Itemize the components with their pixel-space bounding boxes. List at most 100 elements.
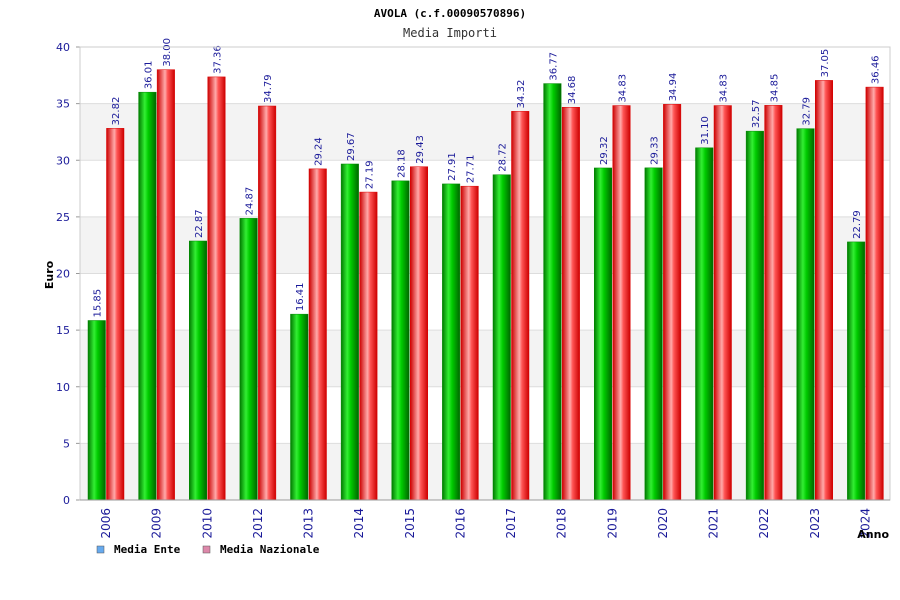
x-tick-label: 2014 — [352, 508, 366, 539]
bar-media-nazionale-2006 — [106, 128, 125, 501]
data-label: 34.32 — [516, 80, 527, 109]
data-label: 34.85 — [769, 74, 780, 103]
data-label: 38.00 — [162, 38, 173, 67]
data-label: 31.10 — [700, 116, 711, 145]
y-tick-label: 30 — [56, 154, 70, 167]
bar-media-ente-2014 — [340, 163, 359, 501]
x-tick-label: 2018 — [555, 508, 569, 539]
bar-media-nazionale-2023 — [815, 80, 833, 501]
data-label: 34.79 — [263, 74, 274, 103]
data-label: 36.46 — [871, 55, 882, 84]
x-tick-label: 2015 — [403, 508, 417, 539]
data-label: 37.36 — [213, 45, 224, 74]
bar-media-nazionale-2014 — [359, 191, 378, 501]
y-tick-label: 25 — [56, 211, 70, 224]
x-tick-label: 2021 — [707, 508, 721, 539]
y-tick-label: 10 — [56, 381, 70, 394]
data-label: 24.87 — [245, 187, 256, 216]
legend-label-media-nazionale: Media Nazionale — [220, 543, 320, 556]
data-label: 22.79 — [852, 210, 863, 239]
data-label: 29.24 — [314, 137, 325, 166]
bar-media-nazionale-2021 — [713, 105, 732, 501]
bar-media-ente-2015 — [391, 180, 410, 501]
bar-media-nazionale-2017 — [511, 111, 530, 501]
x-axis: 2006 2009 2010 2012 2013 2014 2015 2016 2017 2018… — [80, 499, 890, 539]
bar-media-ente-2017 — [492, 174, 511, 501]
x-tick-label: 2022 — [757, 508, 771, 539]
data-label: 28.72 — [498, 143, 509, 172]
bar-media-ente-2019 — [594, 167, 612, 501]
bar-media-nazionale-2010 — [207, 76, 226, 501]
data-label: 34.83 — [719, 74, 730, 103]
y-tick-label: 40 — [56, 41, 70, 54]
chart-subtitle: Media Importi — [403, 26, 497, 40]
data-label: 29.67 — [346, 132, 357, 161]
y-tick-label: 15 — [56, 324, 70, 337]
data-label: 28.18 — [397, 149, 408, 178]
data-label: 22.87 — [194, 209, 205, 238]
data-label: 29.32 — [599, 136, 610, 165]
bar-media-ente-2018 — [543, 83, 562, 501]
y-tick-label: 5 — [63, 437, 70, 450]
bar-media-ente-2024 — [847, 241, 866, 501]
x-tick-label: 2020 — [656, 508, 670, 539]
data-label: 34.83 — [618, 74, 629, 103]
data-label: 34.68 — [567, 76, 578, 105]
bars-group: 15.85 32.82 36.01 38.00 22.87 37.36 24.87 34.79… — [87, 38, 884, 501]
bar-media-nazionale-2016 — [460, 185, 479, 501]
bar-media-ente-2022 — [745, 130, 764, 501]
data-label: 27.91 — [447, 152, 458, 181]
data-label: 32.57 — [751, 100, 762, 129]
y-tick-label: 0 — [63, 494, 70, 507]
data-label: 27.71 — [466, 155, 477, 184]
x-tick-label: 2006 — [99, 508, 113, 539]
bar-media-nazionale-2013 — [308, 168, 327, 501]
bar-media-nazionale-2022 — [764, 105, 783, 501]
y-tick-label: 20 — [56, 268, 70, 281]
bar-media-ente-2020 — [644, 167, 663, 501]
data-label: 16.41 — [295, 283, 306, 312]
data-label: 34.94 — [668, 73, 679, 102]
legend-swatch-media-nazionale — [202, 545, 211, 554]
bar-media-ente-2021 — [695, 147, 714, 501]
legend: Media Ente Media Nazionale — [96, 543, 320, 556]
data-label: 15.85 — [93, 289, 104, 318]
bar-media-nazionale-2015 — [410, 166, 428, 501]
bar-media-ente-2010 — [189, 240, 207, 501]
bar-media-nazionale-2012 — [258, 105, 277, 501]
data-label: 36.01 — [143, 61, 154, 90]
data-label: 29.33 — [650, 136, 661, 165]
chart-title: AVOLA (c.f.00090570896) — [374, 7, 526, 20]
bar-media-ente-2016 — [442, 183, 461, 501]
x-axis-label: Anno — [857, 528, 889, 541]
data-label: 32.79 — [802, 97, 813, 126]
data-label: 27.19 — [364, 160, 375, 189]
legend-label-media-ente: Media Ente — [114, 543, 181, 556]
x-tick-label: 2023 — [808, 508, 822, 539]
x-tick-label: 2010 — [200, 508, 214, 539]
x-tick-label: 2009 — [150, 508, 164, 539]
x-tick-label: 2016 — [453, 508, 467, 539]
bar-media-nazionale-2024 — [865, 86, 884, 501]
bar-media-ente-2023 — [796, 128, 815, 501]
y-tick-label: 35 — [56, 98, 70, 111]
x-tick-label: 2017 — [504, 508, 518, 539]
data-label: 37.05 — [820, 49, 831, 78]
x-tick-label: 2013 — [302, 508, 316, 539]
bar-media-nazionale-2018 — [561, 106, 580, 501]
bar-media-nazionale-2019 — [612, 105, 631, 501]
data-label: 29.43 — [415, 135, 426, 164]
bar-media-ente-2009 — [138, 91, 157, 501]
legend-swatch-media-ente — [96, 545, 105, 554]
y-axis-label: Euro — [43, 260, 56, 289]
x-tick-label: 2012 — [251, 508, 265, 539]
bar-media-ente-2013 — [290, 313, 309, 501]
x-tick-label: 2024 — [858, 508, 872, 539]
x-tick-label: 2019 — [605, 508, 619, 539]
bar-media-ente-2006 — [87, 320, 106, 501]
data-label: 32.82 — [111, 97, 122, 126]
bar-media-nazionale-2020 — [663, 104, 682, 501]
data-label: 36.77 — [548, 52, 559, 81]
bar-media-nazionale-2009 — [156, 69, 175, 501]
